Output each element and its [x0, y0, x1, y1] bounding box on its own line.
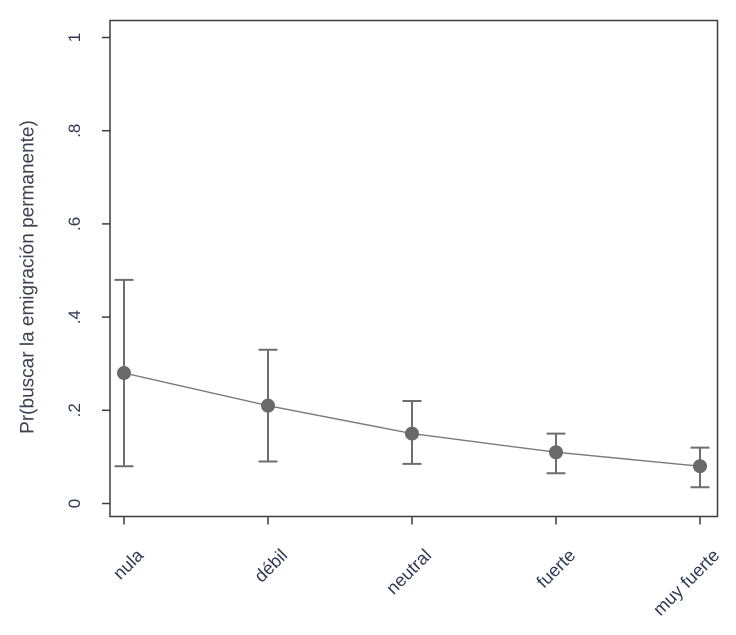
y-tick-label: .4	[65, 310, 84, 324]
x-tick-label: muy fuerte	[649, 545, 723, 619]
x-tick-label: neutral	[382, 545, 435, 598]
y-tick-label: .6	[65, 217, 84, 231]
svg-text:.2: .2	[65, 403, 84, 417]
svg-text:neutral: neutral	[382, 545, 435, 598]
svg-text:.8: .8	[65, 124, 84, 138]
y-tick-label: .2	[65, 403, 84, 417]
x-tick-label: débil	[250, 545, 291, 586]
y-axis-title: Pr(buscar la emigración permanente)	[18, 120, 39, 434]
x-tick-label: nula	[109, 544, 148, 583]
svg-text:.4: .4	[65, 310, 84, 324]
svg-text:0: 0	[65, 499, 84, 508]
svg-text:.6: .6	[65, 217, 84, 231]
y-tick-label: 1	[65, 33, 84, 42]
y-axis-title-text: Pr(buscar la emigración permanente)	[18, 120, 39, 434]
svg-text:débil: débil	[250, 545, 291, 586]
data-point	[549, 445, 563, 460]
y-tick-label: .8	[65, 124, 84, 138]
x-tick-label: fuerte	[533, 545, 580, 592]
data-point	[405, 426, 419, 441]
plot-area: 0 .2 .4 .6 .8 1 nula débil neutral fuerte muy fuer…	[65, 19, 723, 619]
data-point	[117, 366, 131, 381]
y-tick-label: 0	[65, 499, 84, 508]
svg-text:fuerte: fuerte	[533, 545, 580, 592]
svg-text:nula: nula	[109, 544, 148, 583]
plot-border	[109, 19, 719, 518]
data-point	[261, 398, 275, 413]
svg-text:1: 1	[65, 33, 84, 42]
data-point	[693, 459, 707, 474]
svg-text:muy fuerte: muy fuerte	[649, 545, 723, 619]
